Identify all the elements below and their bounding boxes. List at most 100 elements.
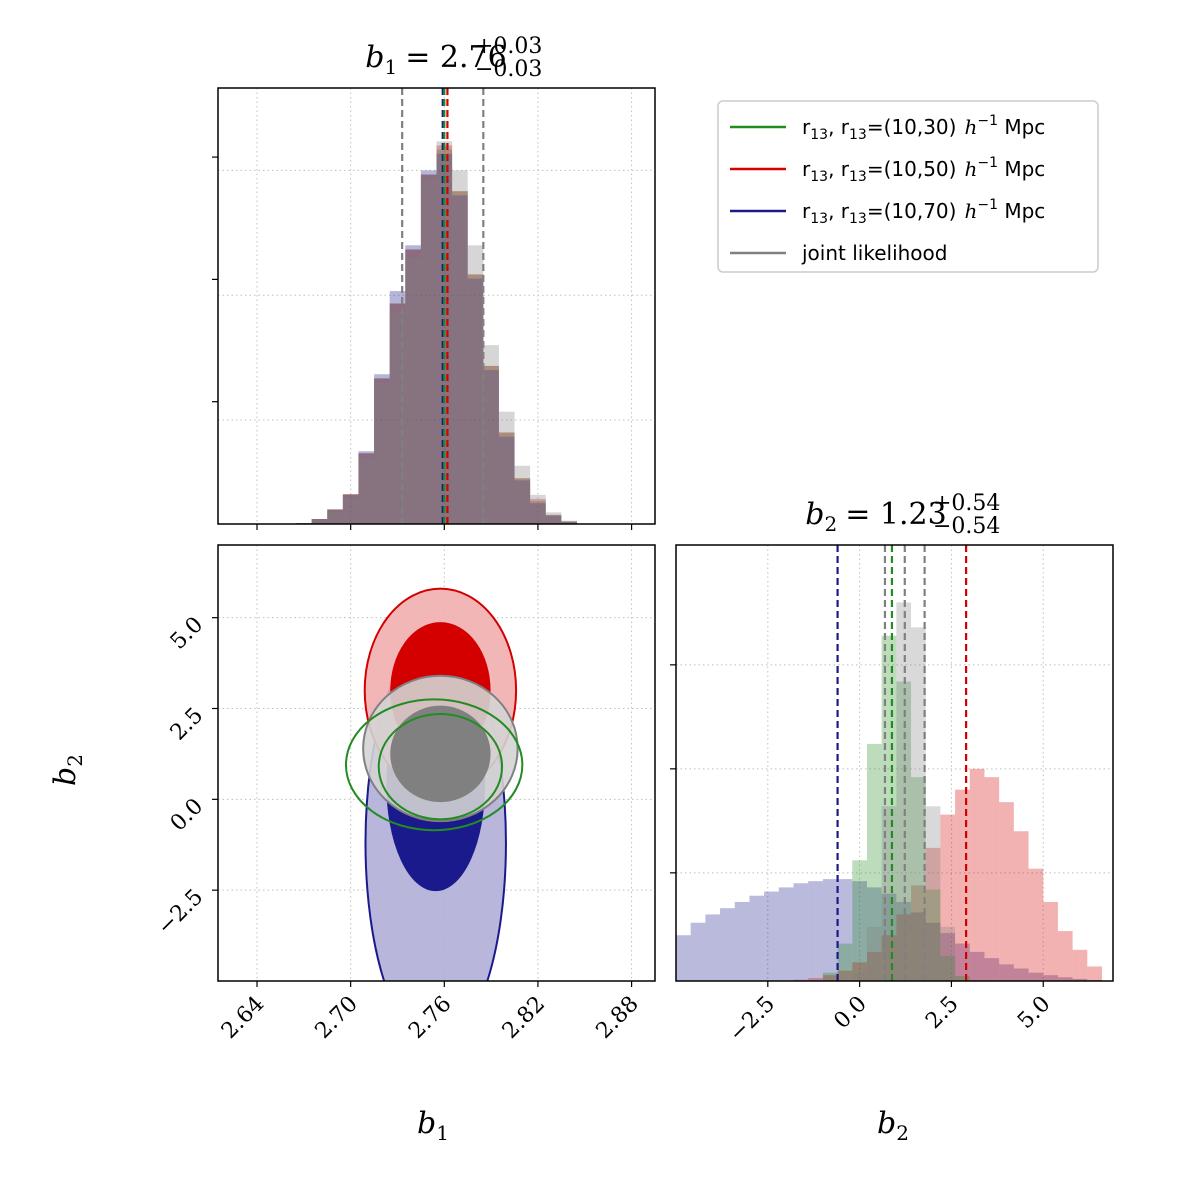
- b1-hist-bar: [420, 174, 437, 524]
- b1-hist-bar: [452, 170, 468, 524]
- b1-hist-bar: [342, 494, 359, 524]
- b2-hist-bar: [896, 681, 912, 981]
- b2-hist-bar: [911, 777, 926, 981]
- b1-hist-bar: [420, 178, 437, 524]
- contours: [344, 587, 524, 981]
- b1-hist-bar: [514, 478, 531, 524]
- b1-hist-bar: [561, 521, 577, 524]
- b1-hist-bar: [483, 365, 499, 524]
- b1-hist-bar: [374, 378, 390, 524]
- b1-hist-bar: [530, 501, 546, 524]
- b1-hist-frame: [217, 87, 656, 525]
- b2-hist-bar: [866, 887, 882, 981]
- b1-hist-bar: [420, 174, 437, 524]
- b1-hist-ticks: [212, 156, 633, 530]
- b1-hist-bar: [374, 382, 390, 524]
- b1-hist-bar: [420, 170, 437, 524]
- b2-hist-bar: [808, 881, 823, 981]
- b2-title: b2 = 1.23: [805, 497, 946, 536]
- b2-hist-bar: [808, 978, 823, 981]
- b2-hist-bar: [999, 802, 1014, 981]
- b1-hist-bar: [483, 370, 499, 524]
- b2-hist-bar: [881, 806, 897, 981]
- b1-hist-bar: [467, 274, 484, 524]
- b2-hist-bar: [925, 889, 941, 981]
- b2-tick-label: 2.5: [166, 703, 208, 745]
- b2-histogram-panel: −2.5 0.0 2.5 5.0 b2 = 1.23 +0.54 −0.54 b2: [670, 491, 1114, 1145]
- b2-axis-label-bottom: b2: [877, 1106, 909, 1145]
- b1-hist-bar: [311, 519, 328, 524]
- b2-hist-tick-label: 5.0: [1013, 992, 1055, 1034]
- b1-title-plus: +0.03: [475, 34, 542, 59]
- b2-hist-bar: [940, 926, 956, 981]
- b1-tick-label: 2.70: [311, 992, 363, 1044]
- b1-hist-bar: [545, 514, 562, 524]
- b1-hist-bar: [561, 521, 577, 524]
- b2-hist-bar: [969, 951, 985, 981]
- b1-hist-bar: [405, 257, 421, 524]
- b2-hist-bar: [705, 914, 721, 981]
- b2-hist-bar: [940, 933, 956, 981]
- b1-b2-contour-panel: 2.64 2.70 2.76 2.82 2.88 −2.5 0.0 2.5 5.0 b1 b2: [48, 544, 656, 1145]
- legend-label: joint likelihood: [801, 241, 947, 265]
- b1-hist-bars: [296, 141, 577, 524]
- legend-label: r13, r13=(10,70) h−1 Mpc: [802, 197, 1045, 227]
- b2-hist-bar: [955, 976, 970, 981]
- b1-hist-bar: [327, 509, 343, 524]
- b2-hist-bar: [881, 893, 897, 981]
- b2-hist-bar: [793, 883, 809, 981]
- b2-hist-bar: [866, 743, 882, 981]
- b1-hist-bar: [358, 457, 375, 524]
- b1-quantile-lines: [401, 88, 485, 524]
- b1-hist-bar: [405, 249, 421, 524]
- b2-hist-bar: [852, 962, 867, 981]
- b1-hist-bar: [358, 453, 375, 524]
- b2-hist-bar: [734, 901, 750, 981]
- b2-hist-bar: [1072, 978, 1088, 981]
- b2-hist-bar: [1028, 868, 1044, 981]
- b1-hist-bar: [467, 278, 484, 524]
- b1-hist-bar: [452, 195, 468, 524]
- b2-hist-bar: [866, 951, 882, 981]
- b1-hist-bar: [405, 245, 421, 524]
- b1-hist-bar: [514, 478, 531, 524]
- b1-hist-bar: [342, 496, 359, 524]
- b1-hist-bar: [530, 499, 546, 524]
- b2-hist-bar: [984, 958, 1000, 981]
- contour-inner: [377, 712, 504, 821]
- b1-title-minus: −0.03: [475, 57, 542, 82]
- b1-axis-label: b1: [417, 1106, 449, 1145]
- b2-tick-label: 5.0: [166, 612, 208, 654]
- b2-hist-tick-label: 2.5: [921, 992, 963, 1034]
- b1-hist-bar: [514, 480, 531, 524]
- b2-hist-bar: [1057, 931, 1073, 981]
- b2-hist-bar: [911, 885, 926, 981]
- b2-hist-bar: [720, 908, 735, 981]
- b2-hist-bar: [852, 881, 867, 981]
- b2-hist-ticks: [670, 664, 1044, 987]
- b1-hist-bar: [311, 519, 328, 524]
- b2-hist-bar: [1013, 831, 1029, 981]
- b2-hist-bar: [822, 972, 838, 981]
- contour-frame: [217, 544, 656, 982]
- contour-outer: [344, 698, 524, 832]
- b2-hist-bar: [1072, 949, 1088, 981]
- contour-ticks: [212, 617, 633, 987]
- b1-title: b1 = 2.76: [365, 40, 506, 79]
- b2-hist-bar: [940, 956, 956, 981]
- b2-hist-bar: [1087, 966, 1102, 981]
- b1-hist-bar: [405, 249, 421, 524]
- b2-hist-bar: [1043, 975, 1058, 981]
- b2-hist-bar: [911, 912, 926, 981]
- b2-title-minus: −0.54: [933, 514, 1000, 539]
- b2-hist-frame: [675, 544, 1114, 982]
- b1-hist-bar: [530, 494, 546, 524]
- b1-hist-bar: [483, 345, 499, 524]
- b1-hist-bar: [374, 374, 390, 524]
- b2-hist-bar: [999, 964, 1014, 981]
- b2-hist-bar: [940, 814, 956, 981]
- b2-hist-bar: [925, 806, 941, 981]
- contour-inner: [390, 705, 491, 803]
- b2-tick-label: 0.0: [166, 794, 208, 836]
